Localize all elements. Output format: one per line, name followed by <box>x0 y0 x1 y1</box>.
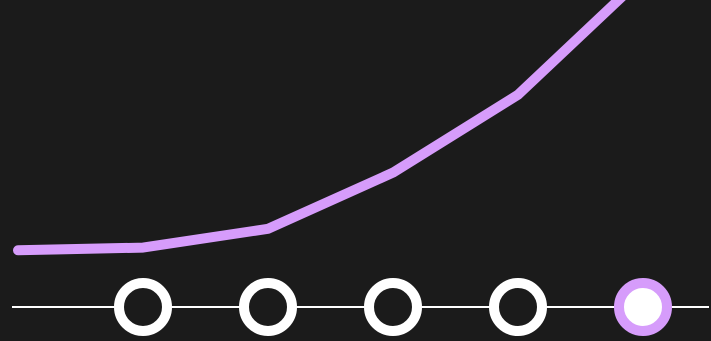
timeline-marker-3[interactable] <box>489 278 547 336</box>
series-line-0 <box>13 0 626 256</box>
series-layer <box>13 0 626 256</box>
timeline-marker-active[interactable] <box>614 278 672 336</box>
timeline-marker-1[interactable] <box>239 278 297 336</box>
timeline-marker-2[interactable] <box>364 278 422 336</box>
timeline-markers <box>114 278 672 336</box>
timeline-marker-0[interactable] <box>114 278 172 336</box>
